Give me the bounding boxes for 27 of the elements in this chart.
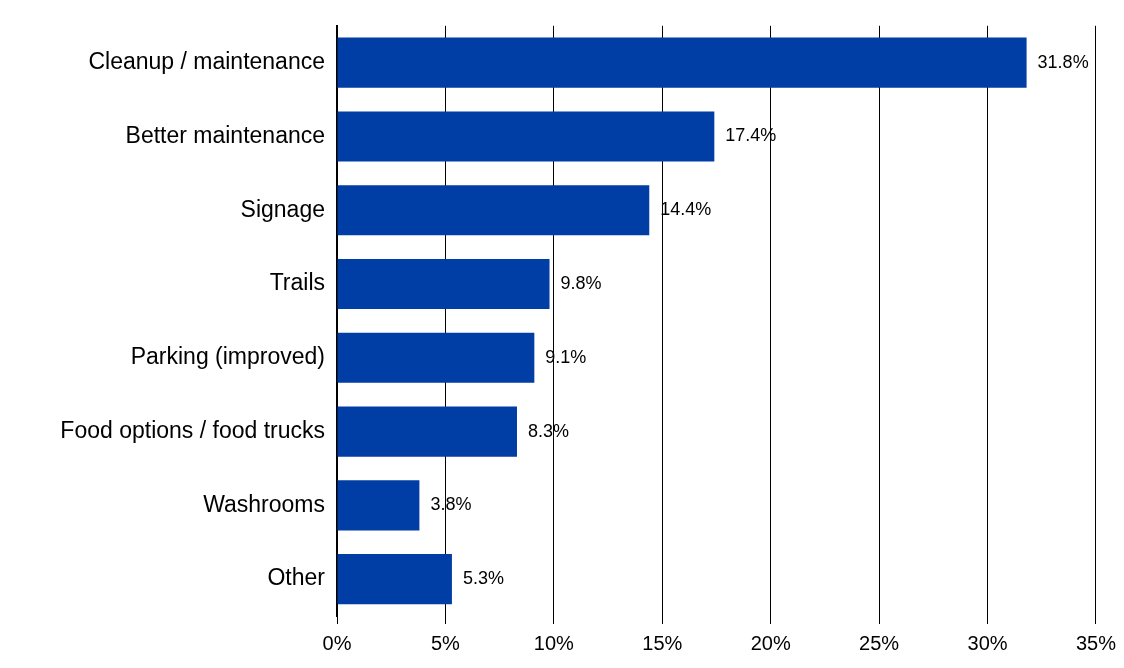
bar: [337, 111, 715, 162]
data-label: 31.8%: [1037, 51, 1089, 72]
x-tick-label: 5%: [430, 631, 461, 654]
x-tick-label: 20%: [750, 631, 791, 654]
y-tick-label: Parking (improved): [130, 343, 325, 370]
x-tick-label: 10%: [533, 631, 575, 654]
y-tick-label: Signage: [240, 195, 325, 222]
data-label: 5.3%: [462, 568, 504, 589]
bar: [337, 258, 550, 310]
y-tick-label: Better maintenance: [125, 121, 325, 148]
x-tick-label: 30%: [967, 631, 1008, 654]
x-tick-label: 25%: [859, 631, 900, 654]
y-tick-label: Food options / food trucks: [60, 416, 325, 443]
y-tick-label: Cleanup / maintenance: [88, 48, 325, 75]
y-tick-label: Washrooms: [203, 490, 325, 517]
y-tick-label: Trails: [269, 269, 325, 296]
bar: [337, 37, 1027, 88]
bar: [337, 406, 517, 457]
x-tick-label: 15%: [642, 631, 683, 654]
bar: [337, 480, 420, 531]
x-tick-label: 0%: [322, 631, 352, 654]
bar: [337, 332, 535, 383]
x-tick-label: 35%: [1075, 631, 1117, 654]
y-tick-label: Other: [267, 564, 326, 591]
data-label: 9.8%: [560, 272, 602, 293]
bar: [337, 554, 452, 605]
bar: [337, 185, 650, 236]
